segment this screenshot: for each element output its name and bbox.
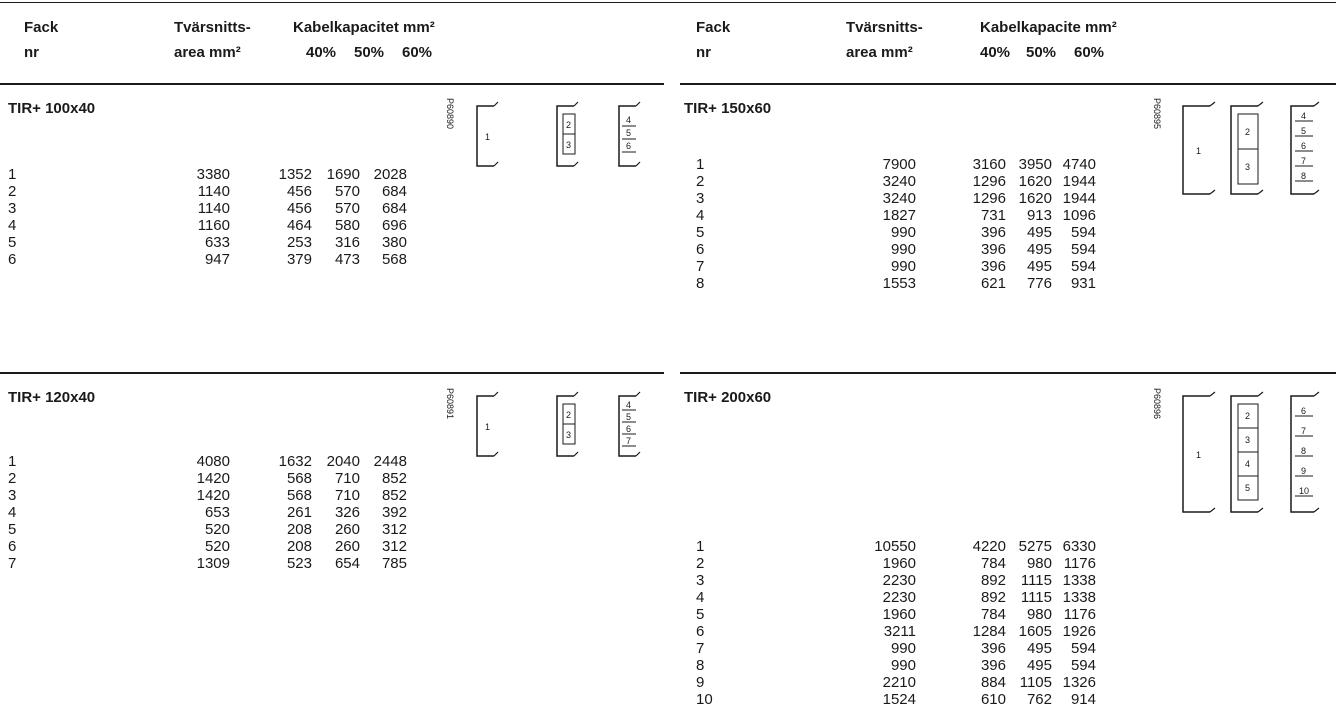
header-50pct: 50%: [1026, 43, 1056, 63]
cell-fack-nr: 8: [696, 274, 704, 293]
profile-label: 7: [1301, 426, 1306, 436]
cell-capacity: 568: [367, 250, 407, 269]
cell-fack-nr: 6: [8, 250, 16, 269]
cell-capacity: 785: [367, 554, 407, 573]
cell-capacity: 762: [1012, 690, 1052, 709]
figure-code: P60890: [445, 98, 455, 129]
header-60pct: 60%: [1074, 43, 1104, 63]
header-40pct: 40%: [306, 43, 336, 63]
profile-label: 6: [626, 424, 631, 434]
profile-label: 1: [485, 132, 490, 142]
profile-label: 6: [1301, 406, 1306, 416]
cell-capacity: 621: [966, 274, 1006, 293]
profile-label: 3: [1245, 162, 1250, 172]
cell-fack-nr: 10: [696, 690, 713, 709]
section-title: TIR+ 150x60: [684, 99, 771, 119]
cell-capacity: 931: [1056, 274, 1096, 293]
profile-label: 1: [485, 422, 490, 432]
profile-label: 2: [566, 410, 571, 420]
profile-label: 4: [1301, 111, 1306, 121]
profile-label: 8: [1301, 171, 1306, 181]
trunking-profile-single-icon: 1: [474, 104, 504, 168]
trunking-profile-multi-icon: 6 7 8 9 10: [1288, 394, 1324, 514]
profile-label: 7: [1301, 156, 1306, 166]
header-rule: [0, 83, 664, 85]
profile-label: 7: [626, 436, 631, 446]
section-rule: [0, 372, 664, 374]
cell-area: 1553: [844, 274, 916, 293]
header-nr: nr: [24, 43, 39, 63]
profile-label: 2: [1245, 411, 1250, 421]
profile-label: 5: [626, 412, 631, 422]
profile-label: 2: [1245, 127, 1250, 137]
trunking-profile-multi-icon: 4 5 6 7 8: [1288, 104, 1324, 196]
profile-label: 3: [566, 140, 571, 150]
right-column: Fack nr Tvärsnitts- area mm² Kabelkapaci…: [696, 0, 1336, 721]
trunking-profile-single-icon: 1: [1180, 104, 1222, 196]
header-40pct: 40%: [980, 43, 1010, 63]
profile-label: 5: [1301, 126, 1306, 136]
trunking-profile-double-icon: 2 3: [554, 394, 584, 458]
trunking-profile-quad-icon: 4 5 6 7: [616, 394, 646, 458]
profile-label: 6: [626, 141, 631, 151]
cell-area: 1309: [158, 554, 230, 573]
trunking-profile-single-icon: 1: [474, 394, 504, 458]
cell-area: 947: [158, 250, 230, 269]
header-50pct: 50%: [354, 43, 384, 63]
trunking-profile-single-icon: 1: [1180, 394, 1222, 514]
profile-label: 3: [566, 430, 571, 440]
header-capacity: Kabelkapacitet mm²: [293, 18, 435, 38]
header-rule: [680, 83, 1336, 85]
profile-label: 5: [626, 128, 631, 138]
section-rule: [680, 372, 1336, 374]
cell-capacity: 776: [1012, 274, 1052, 293]
header-area-line2: area mm²: [846, 43, 913, 63]
header-nr: nr: [696, 43, 711, 63]
profile-label: 6: [1301, 141, 1306, 151]
section-title: TIR+ 100x40: [8, 99, 95, 119]
left-column: Fack nr Tvärsnitts- area mm² Kabelkapaci…: [24, 0, 664, 721]
trunking-profile-quad-icon: 2 3 4 5: [1228, 394, 1270, 514]
profile-label: 10: [1299, 486, 1309, 496]
cell-capacity: 654: [320, 554, 360, 573]
cell-capacity: 379: [272, 250, 312, 269]
cell-capacity: 914: [1056, 690, 1096, 709]
profile-label: 5: [1245, 483, 1250, 493]
profile-label: 4: [626, 115, 631, 125]
profile-label: 9: [1301, 466, 1306, 476]
section-title: TIR+ 120x40: [8, 388, 95, 408]
trunking-profile-double-icon: 2 3: [554, 104, 584, 168]
profile-label: 8: [1301, 446, 1306, 456]
profile-label: 4: [1245, 459, 1250, 469]
header-capacity: Kabelkapacite mm²: [980, 18, 1117, 38]
section-title: TIR+ 200x60: [684, 388, 771, 408]
header-fack: Fack: [24, 18, 58, 38]
profile-label: 3: [1245, 435, 1250, 445]
figure-code: P60891: [445, 388, 455, 419]
header-60pct: 60%: [402, 43, 432, 63]
cell-area: 1524: [844, 690, 916, 709]
figure-code: P60896: [1152, 388, 1162, 419]
header-area-line1: Tvärsnitts-: [174, 18, 251, 38]
trunking-profile-double-icon: 2 3: [1228, 104, 1270, 196]
profile-label: 1: [1196, 450, 1201, 460]
header-fack: Fack: [696, 18, 730, 38]
header-area-line1: Tvärsnitts-: [846, 18, 923, 38]
figure-code: P60895: [1152, 98, 1162, 129]
header-area-line2: area mm²: [174, 43, 241, 63]
profile-label: 4: [626, 400, 631, 410]
cell-capacity: 610: [966, 690, 1006, 709]
cell-capacity: 473: [320, 250, 360, 269]
cell-capacity: 523: [272, 554, 312, 573]
profile-label: 2: [566, 120, 571, 130]
trunking-profile-triple-icon: 4 5 6: [616, 104, 646, 168]
cell-fack-nr: 7: [8, 554, 16, 573]
profile-label: 1: [1196, 146, 1201, 156]
